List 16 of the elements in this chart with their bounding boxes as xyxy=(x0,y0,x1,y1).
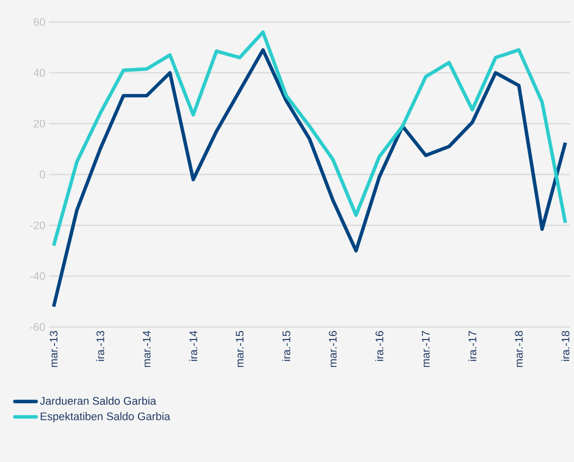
line-series xyxy=(52,48,568,308)
x-tick-label: ira.-14 xyxy=(189,330,198,361)
x-tick-label: mar.-14 xyxy=(142,330,151,367)
x-tick-label: mar.-17 xyxy=(422,331,430,367)
x-tick-label: ira.-13 xyxy=(96,330,104,361)
x-tick-label: ira.-17 xyxy=(468,331,476,361)
x-tick-label: mar.-13 xyxy=(50,330,58,367)
legend-label: Jardueran Saldo Garbia xyxy=(40,396,156,405)
x-tick-label: mar.-15 xyxy=(236,330,244,367)
x-tick-label: mar.-18 xyxy=(514,330,523,367)
legend-label: Espektatiben Saldo Garbia xyxy=(40,412,170,422)
x-tick-label: ira.-15 xyxy=(282,330,290,361)
x-tick-label: mar.-16 xyxy=(328,330,337,367)
x-tick-label: ira.-16 xyxy=(375,330,384,361)
x-tick-label: ira.-18 xyxy=(561,330,570,361)
line-series xyxy=(52,30,568,248)
